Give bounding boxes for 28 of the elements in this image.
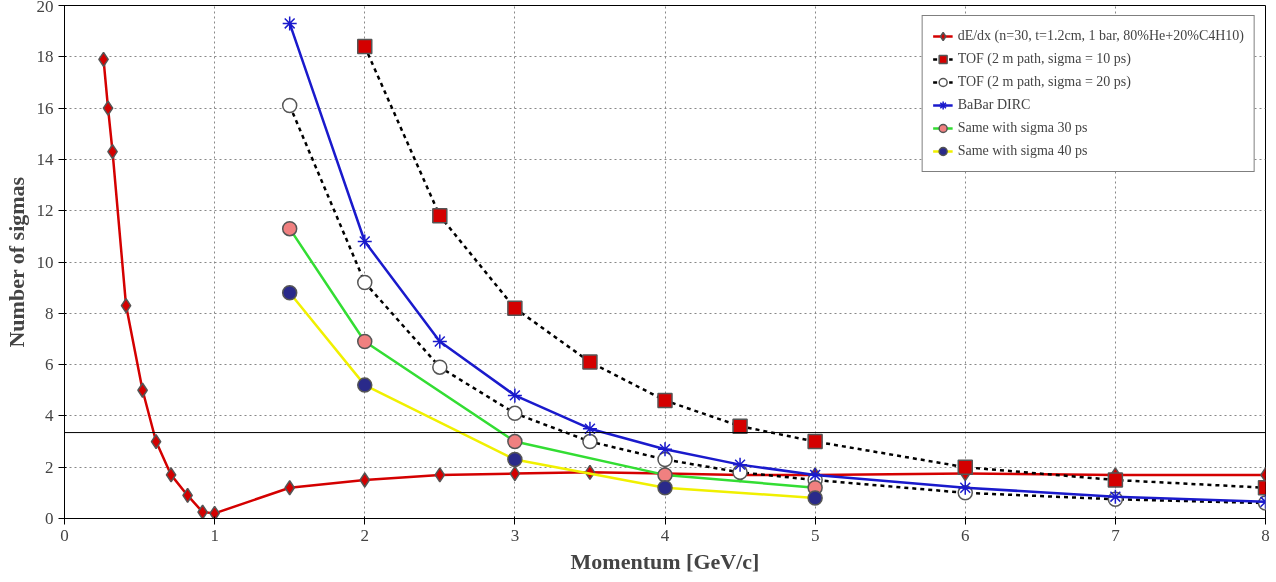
y-tick-label: 6 (45, 355, 54, 375)
y-tick-label: 0 (45, 509, 54, 528)
legend-label: BaBar DIRC (957, 97, 1031, 113)
legend-label: Same with sigma 30 ps (957, 120, 1088, 136)
legend-label: Same with sigma 40 ps (957, 143, 1088, 159)
legend-label: dE/dx (n=30, t=1.2cm, 1 bar, 80%He+20%C4H10) (957, 28, 1244, 44)
x-tick-label: 4 (660, 525, 670, 545)
x-tick-label: 8 (1261, 525, 1270, 545)
y-tick-label: 12 (36, 201, 54, 221)
y-axis-title: Number of sigmas (3, 176, 29, 348)
x-tick-label: 3 (510, 525, 520, 545)
x-tick-label: 7 (1111, 525, 1121, 545)
x-tick-label: 1 (210, 525, 219, 545)
y-tick-label: 8 (45, 303, 54, 323)
x-tick-label: 6 (961, 525, 970, 545)
legend-label: TOF (2 m path, sigma = 20 ps) (957, 74, 1131, 90)
y-tick-label: 10 (36, 252, 54, 272)
x-tick-label: 5 (810, 525, 820, 545)
legend-label: TOF (2 m path, sigma = 10 ps) (957, 51, 1131, 67)
y-tick-label: 14 (36, 149, 54, 169)
y-tick-label: 18 (36, 47, 54, 67)
y-tick-label: 16 (36, 98, 54, 118)
x-axis-title: Momentum [GeV/c] (570, 548, 760, 574)
x-tick-label: 0 (60, 525, 69, 545)
y-tick-label: 20 (36, 0, 54, 16)
x-tick-label: 2 (360, 525, 369, 545)
y-tick-label: 2 (45, 457, 54, 477)
y-tick-label: 4 (45, 406, 54, 426)
